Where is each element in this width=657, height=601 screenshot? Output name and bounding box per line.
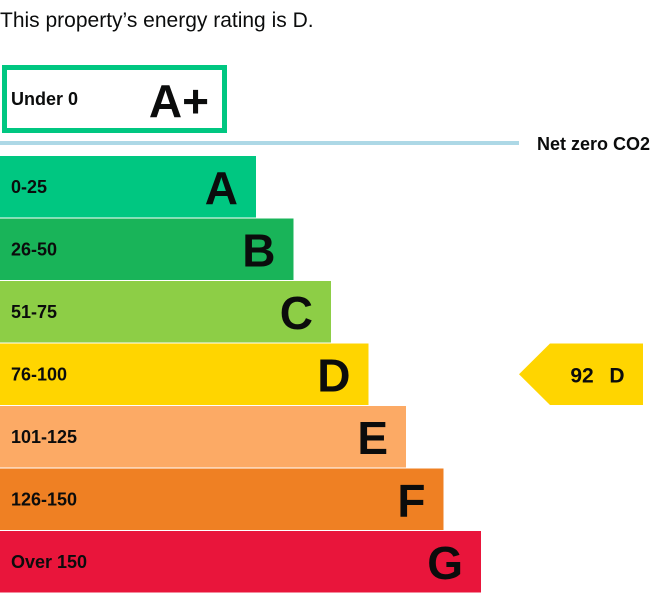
current-rating-letter: D bbox=[609, 364, 624, 387]
band-range-a: 0-25 bbox=[11, 177, 47, 197]
band-bar-c bbox=[0, 281, 331, 343]
net-zero-group: Under 0 A+ Net zero CO2 bbox=[0, 65, 650, 154]
band-letter-a: A bbox=[205, 162, 238, 214]
current-rating-group: 92 D bbox=[519, 343, 643, 405]
band-letter-b: B bbox=[242, 225, 275, 277]
band-letter-f: F bbox=[397, 475, 425, 527]
band-bar-e bbox=[0, 406, 406, 468]
band-range-f: 126-150 bbox=[11, 490, 77, 510]
rating-summary-suffix: . bbox=[307, 9, 314, 32]
current-rating-value: 92 bbox=[570, 364, 593, 387]
band-letter-c: C bbox=[280, 287, 313, 339]
net-zero-box bbox=[2, 65, 227, 133]
band-bar-f bbox=[0, 468, 444, 530]
band-range-g: Over 150 bbox=[11, 552, 87, 572]
band-range-b: 26-50 bbox=[11, 240, 57, 260]
net-zero-letter: A+ bbox=[149, 75, 209, 127]
current-rating-arrow bbox=[519, 343, 643, 405]
band-letter-e: E bbox=[357, 412, 388, 464]
band-bar-g bbox=[0, 531, 481, 593]
band-range-d: 76-100 bbox=[11, 365, 67, 385]
band-range-e: 101-125 bbox=[11, 427, 77, 447]
rating-bands: 0-25 A 26-50 B 51-75 C 76-100 D 101-125 E 126-150 F… bbox=[0, 156, 481, 593]
rating-summary-letter: D bbox=[292, 9, 308, 32]
net-zero-range: Under 0 bbox=[11, 89, 78, 109]
net-zero-label: Net zero CO2 bbox=[537, 134, 650, 154]
rating-summary: This property’s energy rating is D. bbox=[0, 9, 314, 33]
band-range-c: 51-75 bbox=[11, 302, 57, 322]
rating-summary-prefix: This property’s energy rating is bbox=[0, 9, 293, 32]
band-letter-d: D bbox=[317, 350, 350, 402]
band-bar-b bbox=[0, 218, 294, 280]
band-bar-d bbox=[0, 343, 369, 405]
band-letter-g: G bbox=[427, 537, 463, 589]
band-bar-a bbox=[0, 156, 256, 218]
